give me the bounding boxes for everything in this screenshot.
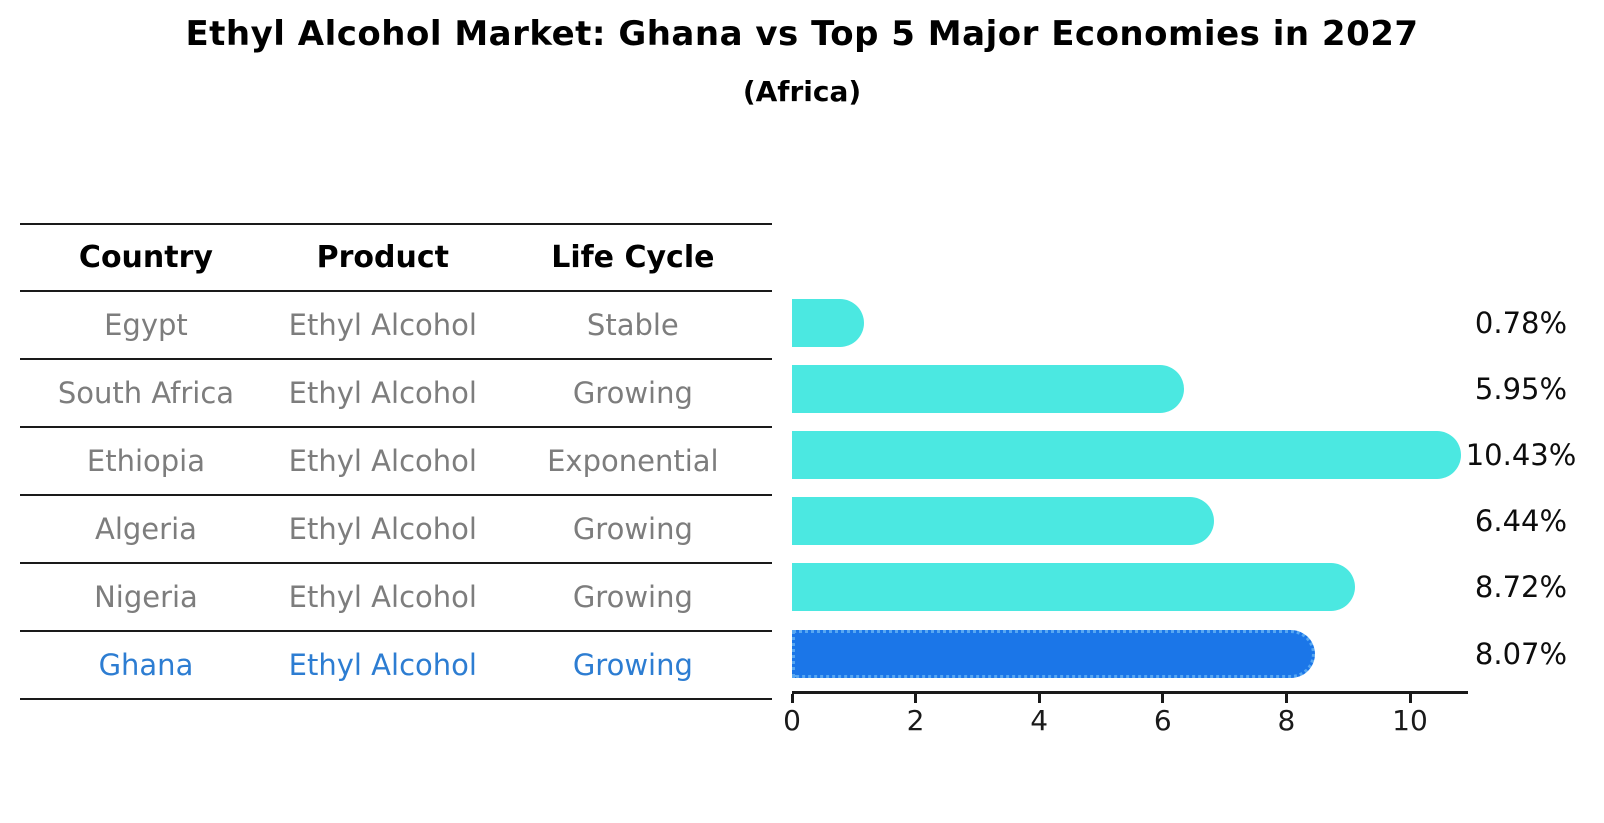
bar-nigeria [792,563,1355,612]
cell-life-cycle: Growing [572,512,693,546]
value-label-egypt: 0.78% [1474,306,1568,340]
cell-life-cycle: Growing [572,580,693,614]
cell-life-cycle: Stable [586,308,679,342]
cell-country: Ethiopia [86,444,206,478]
cell-life-cycle: Growing [572,648,693,682]
x-axis-tick-label: 6 [1153,704,1172,737]
bar-ethiopia [792,431,1461,480]
cell-life-cycle: Exponential [547,444,719,478]
cell-country: Algeria [95,512,197,546]
cell-product: Ethyl Alcohol [288,444,477,478]
cell-country: South Africa [57,376,235,410]
chart-title: Ethyl Alcohol Market: Ghana vs Top 5 Maj… [185,14,1419,54]
x-axis-tick-label: 8 [1277,704,1296,737]
cell-life-cycle: Growing [572,376,693,410]
x-axis-tick-label: 2 [906,704,925,737]
table-header-row: Country Product Life Cycle [20,223,772,292]
cell-product: Ethyl Alcohol [288,308,477,342]
table-row-nigeria: Nigeria Ethyl Alcohol Growing [20,564,772,632]
table-body: Egypt Ethyl Alcohol Stable South Africa Ethy… [20,292,772,700]
table-row-egypt: Egypt Ethyl Alcohol Stable [20,292,772,360]
x-axis-tick-label: 10 [1392,704,1428,737]
x-axis-tick [1037,694,1041,703]
table-row-algeria: Algeria Ethyl Alcohol Growing [20,496,772,564]
value-label-algeria: 6.44% [1474,504,1568,539]
x-axis-tick-label: 0 [783,704,801,737]
x-axis-tick [1284,694,1288,703]
table-row-ethiopia: Ethiopia Ethyl Alcohol Exponential [20,428,772,496]
x-axis-line [792,691,1468,694]
table-row-south-africa: South Africa Ethyl Alcohol Growing [20,360,772,428]
cell-country: Ghana [98,648,194,682]
bar-algeria [792,497,1214,546]
x-axis-tick [914,694,918,703]
cell-country: Egypt [104,308,188,342]
cell-product: Ethyl Alcohol [288,580,477,614]
comparison-table: Country Product Life Cycle Egypt Ethyl Alco… [20,223,772,700]
cell-product: Ethyl Alcohol [288,376,477,410]
column-header-product: Product [316,240,449,275]
table-row-ghana: Ghana Ethyl Alcohol Growing [20,632,772,700]
column-header-life-cycle: Life Cycle [551,240,715,275]
cell-country: Nigeria [94,580,198,614]
bar-egypt [792,299,865,347]
bar-south-africa [792,365,1184,414]
x-axis-tick [1408,694,1412,703]
value-label-nigeria: 8.72% [1474,570,1568,605]
x-axis-tick [1161,694,1165,703]
x-axis-tick [790,694,794,703]
chart-subtitle: (Africa) [742,75,862,108]
cell-product: Ethyl Alcohol [288,512,477,546]
cell-product: Ethyl Alcohol [288,648,477,682]
value-label-south-africa: 5.95% [1474,372,1568,407]
value-label-ghana: 8.07% [1474,636,1568,671]
column-header-country: Country [78,240,213,275]
bar-ghana [792,629,1315,678]
value-label-ethiopia: 10.43% [1465,438,1577,473]
x-axis-tick-label: 4 [1030,704,1049,737]
